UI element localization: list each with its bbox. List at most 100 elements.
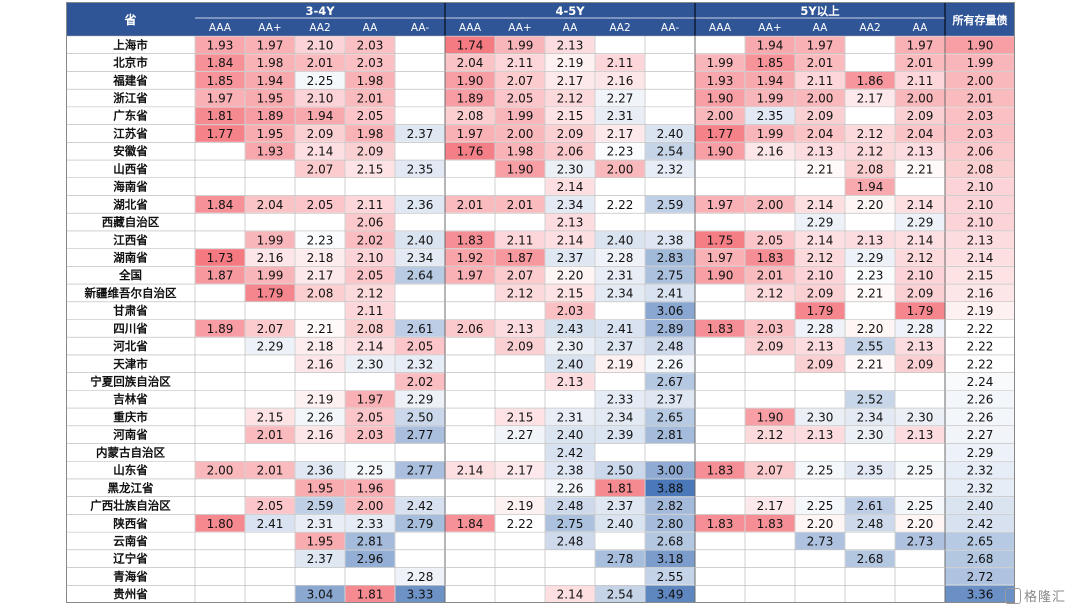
heat-cell — [445, 320, 495, 337]
cell-value: 2.72 — [967, 570, 994, 584]
cell-value: 2.21 — [307, 322, 334, 336]
heat-cell — [595, 125, 645, 142]
cell-value: 2.09 — [557, 127, 584, 141]
heat-cell — [795, 497, 845, 514]
cell-value: 1.83 — [707, 464, 734, 478]
cell-value: 1.90 — [707, 145, 734, 159]
cell-value: 3.36 — [967, 588, 994, 602]
cell-value: 2.40 — [967, 499, 994, 513]
cell-value: 1.93 — [707, 74, 734, 88]
heat-cell — [895, 142, 945, 160]
heat-cell — [545, 373, 595, 390]
heat-cell — [845, 71, 895, 89]
heat-cell — [845, 125, 895, 142]
heat-cell — [495, 125, 545, 142]
cell-value: 2.01 — [507, 198, 534, 212]
heat-cell — [395, 320, 445, 337]
cell-value: 2.28 — [607, 251, 634, 265]
heat-cell — [245, 231, 295, 249]
heat-cell — [745, 125, 795, 142]
heat-cell — [245, 89, 295, 107]
cell-value: 2.30 — [807, 410, 834, 424]
heat-cell — [845, 355, 895, 373]
heat-cell — [945, 444, 1015, 461]
cell-value: 1.77 — [707, 127, 734, 141]
heat-cell — [595, 107, 645, 125]
heat-cell — [845, 408, 895, 426]
row-label: 广西壮族自治区 — [90, 499, 171, 513]
heat-cell — [295, 195, 345, 213]
heat-cell — [345, 585, 395, 603]
heat-cell — [545, 89, 595, 107]
cell-value: 2.77 — [407, 464, 434, 478]
heat-cell — [245, 266, 295, 284]
cell-value: 2.20 — [857, 322, 884, 336]
cell-value: 3.06 — [657, 304, 684, 318]
heat-cell — [295, 284, 345, 302]
heat-cell — [545, 320, 595, 337]
heat-cell — [845, 249, 895, 266]
cell-value: 1.81 — [357, 588, 384, 602]
cell-value: 2.10 — [967, 216, 994, 230]
cell-value: 2.54 — [657, 145, 684, 159]
cell-value: 2.14 — [557, 588, 584, 602]
heat-cell — [395, 514, 445, 532]
cell-value: 2.03 — [967, 109, 994, 123]
heat-cell — [395, 231, 445, 249]
heat-cell — [545, 125, 595, 142]
cell-value: 2.23 — [307, 233, 334, 247]
heat-cell — [545, 249, 595, 266]
cell-value: 1.97 — [907, 38, 934, 52]
cell-value: 1.96 — [357, 481, 384, 495]
cell-value: 2.28 — [907, 322, 934, 336]
heat-cell — [195, 461, 245, 479]
heat-cell — [895, 71, 945, 89]
cell-value: 2.11 — [507, 233, 534, 247]
heat-cell — [595, 497, 645, 514]
heat-cell — [645, 479, 695, 497]
cell-value: 2.13 — [967, 233, 994, 247]
heat-cell — [295, 355, 345, 373]
heat-cell — [495, 71, 545, 89]
heat-cell — [245, 337, 295, 355]
cell-value: 2.09 — [807, 357, 834, 371]
heat-cell — [245, 195, 295, 213]
heat-cell — [395, 568, 445, 585]
heat-cell — [945, 160, 1015, 178]
row-label: 西藏自治区 — [102, 215, 160, 229]
cell-value: 2.54 — [607, 588, 634, 602]
cell-value: 2.01 — [907, 56, 934, 70]
heat-cell — [545, 266, 595, 284]
column-header: AA2 — [859, 22, 880, 34]
cell-value: 2.59 — [307, 499, 334, 513]
row-label: 广东省 — [113, 109, 148, 123]
heat-cell — [345, 302, 395, 319]
cell-value: 1.90 — [707, 92, 734, 106]
heat-cell — [295, 426, 345, 444]
cell-value: 2.17 — [857, 92, 884, 106]
row-label: 陕西省 — [113, 516, 148, 530]
heat-cell — [945, 390, 1015, 408]
cell-value: 2.16 — [307, 357, 334, 371]
cell-value: 2.05 — [757, 233, 784, 247]
cell-value: 2.35 — [407, 162, 434, 176]
heat-cell — [745, 195, 795, 213]
cell-value: 2.00 — [207, 464, 234, 478]
cell-value: 2.09 — [907, 286, 934, 300]
heat-cell — [295, 231, 345, 249]
cell-value: 1.76 — [457, 145, 484, 159]
cell-value: 1.90 — [507, 162, 534, 176]
cell-value: 2.01 — [457, 198, 484, 212]
heat-cell — [595, 390, 645, 408]
cell-value: 2.10 — [907, 269, 934, 283]
cell-value: 2.06 — [457, 322, 484, 336]
heat-cell — [695, 461, 745, 479]
cell-value: 2.22 — [967, 357, 994, 371]
heat-cell — [595, 54, 645, 71]
cell-value: 2.16 — [607, 74, 634, 88]
cell-value: 2.75 — [557, 517, 584, 531]
heat-cell — [445, 54, 495, 71]
heat-cell — [195, 71, 245, 89]
cell-value: 2.25 — [307, 74, 334, 88]
cell-value: 2.38 — [557, 464, 584, 478]
